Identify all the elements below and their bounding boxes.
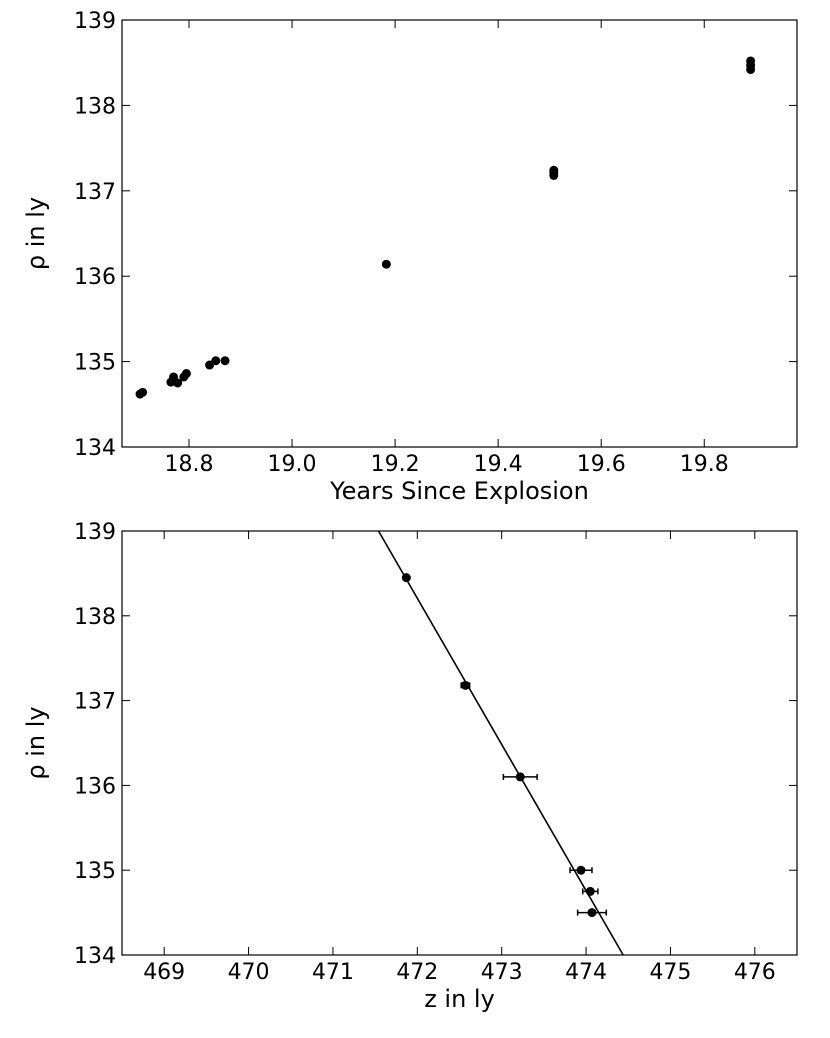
chart-z-in-ly: 134 135 136 137 138 139 469 470 471 472 473 474 475 4… xyxy=(22,520,798,1013)
x-tick-label: 19.0 xyxy=(268,452,317,477)
y-tick-label: 137 xyxy=(74,180,116,205)
x-tick-label: 469 xyxy=(143,960,185,985)
x-tick-label: 476 xyxy=(734,960,776,985)
x-axis-label: z in ly xyxy=(424,985,495,1013)
data-point xyxy=(549,165,559,175)
y-axis-label: ρ in ly xyxy=(22,706,50,779)
y-tick-label: 136 xyxy=(74,265,116,290)
data-point xyxy=(381,259,391,269)
data-point xyxy=(220,356,230,366)
x-tick-label: 19.2 xyxy=(371,452,420,477)
y-tick-label: 139 xyxy=(74,9,116,34)
plot-frame xyxy=(121,19,798,448)
x-tick-label: 475 xyxy=(649,960,691,985)
data-point xyxy=(138,387,148,397)
y-tick-label: 136 xyxy=(74,774,116,799)
x-tick-label: 19.4 xyxy=(474,452,523,477)
y-tick-label: 139 xyxy=(74,520,116,545)
x-tick-label: 18.8 xyxy=(164,452,213,477)
x-tick-label: 19.8 xyxy=(680,452,729,477)
y-tick-label: 137 xyxy=(74,690,116,715)
data-point xyxy=(173,378,183,388)
y-tick-label: 135 xyxy=(74,859,116,884)
y-tick-label: 134 xyxy=(74,944,116,969)
y-tick-label: 135 xyxy=(74,351,116,376)
x-tick-label: 474 xyxy=(565,960,607,985)
plot-frame xyxy=(121,530,798,956)
data-point xyxy=(211,356,221,366)
x-tick-label: 473 xyxy=(481,960,523,985)
data-point xyxy=(746,56,756,66)
x-tick-label: 470 xyxy=(228,960,270,985)
data-point xyxy=(181,369,191,379)
data-point xyxy=(460,680,470,690)
data-point xyxy=(515,772,525,782)
x-axis-label: Years Since Explosion xyxy=(329,477,589,505)
data-point xyxy=(401,573,411,583)
x-tick-label: 471 xyxy=(312,960,354,985)
y-tick-label: 138 xyxy=(74,94,116,119)
fit-line xyxy=(377,531,624,955)
data-point xyxy=(587,908,597,918)
x-tick-label: 19.6 xyxy=(577,452,626,477)
data-point xyxy=(576,865,586,875)
y-tick-label: 138 xyxy=(74,605,116,630)
y-tick-label: 134 xyxy=(74,436,116,461)
x-tick-label: 472 xyxy=(396,960,438,985)
chart-years-since-explosion: 134 135 136 137 138 139 18.8 19.0 19.2 19.4 19.6 19… xyxy=(22,9,798,505)
data-point xyxy=(585,886,595,896)
y-axis-label: ρ in ly xyxy=(22,197,50,270)
